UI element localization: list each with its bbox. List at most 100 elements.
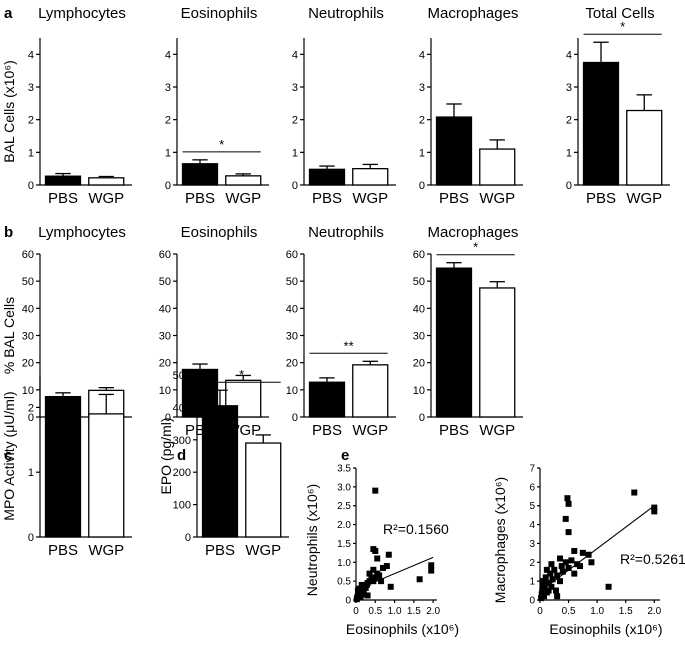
chart12-point [554,572,561,579]
chart12-xtick-label: 0 [537,606,543,617]
chart11-ytick-label: 1.5 [337,539,351,550]
chart4-significance-mark: * [620,19,625,34]
chart12-xtick-label: 1.0 [590,606,604,617]
chart11-point [378,578,385,585]
chart11-point [428,562,435,569]
chart12-point [558,563,565,570]
chart10-ytick-label: 400 [173,402,191,414]
chart6-title: Eosinophils [181,224,258,241]
chart11-point [360,591,367,598]
chart12-point [605,583,612,590]
chart11-xtick-label: 2.0 [426,606,440,617]
chart8-ytick-label: 10 [413,385,425,397]
chart5-title: Lymphocytes [38,224,126,241]
chart9-bar-wgp [88,413,125,538]
chart10-ytick-label: 200 [173,467,191,479]
chart6-ytick-label: 20 [159,358,171,370]
panel-label-b: b [4,224,13,241]
chart0-bar-wgp [88,177,125,186]
chart5-ytick-label: 50 [22,276,34,288]
chart11-point [372,574,379,581]
chart11-point [370,566,377,573]
chart10-bar-wgp [245,442,282,538]
chart6-ytick-label: 10 [159,385,171,397]
chart12-point [562,515,569,522]
chart1-category-label: WGP [225,190,261,207]
chart3-category-label: WGP [479,190,515,207]
chart10-ytick-label: 300 [173,435,191,447]
chart6-ytick-label: 60 [159,249,171,261]
chart7-ytick-label: 10 [286,385,298,397]
chart4-bar-wgp [626,109,663,186]
chart10-ytick-label: 0 [185,532,191,544]
chart12-point [579,549,586,556]
chart8-ytick-label: 20 [413,358,425,370]
chart12-point [553,587,559,594]
chart12-point [571,547,578,554]
chart5-ytick-label: 40 [22,303,34,315]
chart11-point [370,578,377,585]
chart3-ytick-label: 3 [419,82,425,94]
chart0-ytick-label: 1 [28,147,34,159]
chart12-ytick-label: 6 [529,482,535,493]
chart2-title: Neutrophils [308,5,384,22]
chart7-category-label: PBS [312,422,342,439]
chart11-fit-line [355,556,434,591]
chart12-ytick-label: 7 [529,464,535,475]
chart6-ytick-label: 40 [159,303,171,315]
chart12-xtick-label: 0.5 [562,606,576,617]
chart7-ytick-label: 50 [286,276,298,288]
chart12-point [547,570,554,577]
chart11-ytick-label: 3.5 [337,464,351,475]
chart2-ytick-label: 1 [292,147,298,159]
chart1-significance-mark: * [219,137,224,152]
chart11-point [362,584,369,591]
chart7-title: Neutrophils [308,224,384,241]
chart1-category-label: PBS [185,190,215,207]
chart3-bar-pbs [435,116,473,186]
chart4-category-label: WGP [626,190,662,207]
chart12-xtick-label: 1.5 [619,606,633,617]
chart12-point [539,581,546,588]
chart1-ytick-label: 0 [165,180,171,192]
chart11-point [357,593,364,600]
chart11-xlabel: Eosinophils (x10⁶) [346,621,459,637]
chart4-ytick-label: 2 [566,115,572,127]
chart8-ytick-label: 50 [413,276,425,288]
chart2-category-label: PBS [312,190,342,207]
chart11-point [366,570,373,577]
chart5-ytick-label: 10 [22,385,34,397]
chart3-ytick-label: 2 [419,115,425,127]
chart10-ytick-label: 100 [173,500,191,512]
chart4-ytick-label: 4 [566,49,572,61]
chart2-ytick-label: 4 [292,49,298,61]
chart7-ytick-label: 0 [292,412,298,424]
chart12-point [549,576,556,583]
panel-label-a: a [4,5,13,22]
chart12-point [543,566,550,573]
chart11-point [383,563,390,570]
chart4-bar-pbs [582,61,620,186]
chart3-ytick-label: 0 [419,180,425,192]
chart3-bar-wgp [479,148,516,186]
chart12-point [541,593,547,600]
chart11-ytick-label: 0.5 [337,577,351,588]
chart1-title: Eosinophils [181,5,258,22]
chart9-ytick-label: 2 [28,402,34,414]
chart4-ytick-label: 3 [566,82,572,94]
chart9-ylabel: MPO Activity (μU/ml) [1,391,17,520]
chart2-category-label: WGP [352,190,388,207]
chart7-category-label: WGP [352,422,388,439]
chart12-point [631,489,638,496]
chart4-ytick-label: 1 [566,147,572,159]
chart3-category-label: PBS [439,190,469,207]
chart2-bar-wgp [352,168,389,186]
chart2-bar-pbs [308,168,346,186]
chart11-point [380,564,386,571]
chart11-ytick-label: 2.5 [337,501,351,512]
chart0-title: Lymphocytes [38,5,126,22]
chart12-r-squared: R²=0.5261 [620,551,685,567]
chart6-ytick-label: 30 [159,331,171,343]
chart8-ytick-label: 0 [419,412,425,424]
chart11-point [376,572,383,579]
